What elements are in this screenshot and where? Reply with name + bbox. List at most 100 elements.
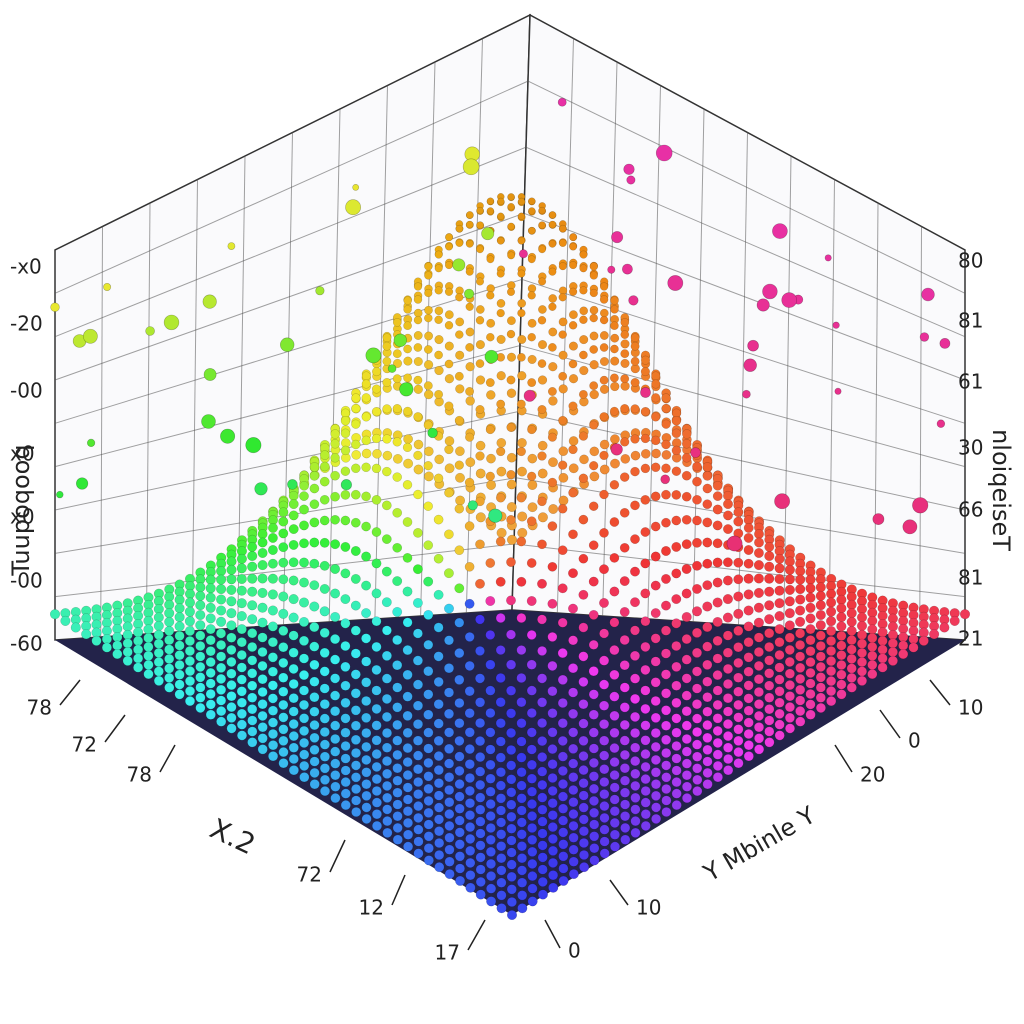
dot bbox=[610, 356, 620, 366]
dot bbox=[330, 564, 341, 574]
dot bbox=[537, 512, 548, 523]
dot bbox=[288, 575, 299, 586]
dot bbox=[867, 669, 878, 680]
dot bbox=[412, 735, 424, 746]
dot bbox=[548, 211, 557, 219]
dot bbox=[340, 713, 351, 724]
dot bbox=[516, 817, 527, 828]
dot bbox=[465, 857, 476, 868]
dot bbox=[599, 343, 609, 352]
dot bbox=[826, 625, 837, 637]
dot bbox=[527, 871, 538, 882]
dot bbox=[599, 375, 609, 385]
dot bbox=[578, 790, 589, 801]
dot bbox=[516, 536, 527, 547]
dot bbox=[247, 586, 258, 597]
dot bbox=[371, 761, 382, 772]
dot bbox=[507, 202, 515, 211]
floating-dot bbox=[939, 337, 951, 349]
dot bbox=[122, 646, 133, 658]
dot bbox=[547, 708, 558, 719]
dot bbox=[465, 845, 476, 856]
dot bbox=[268, 751, 279, 762]
dot bbox=[537, 766, 548, 777]
dot bbox=[640, 616, 651, 627]
floating-dot bbox=[56, 490, 64, 499]
dot bbox=[568, 727, 579, 738]
dot bbox=[153, 647, 164, 658]
dot bbox=[299, 737, 310, 748]
dot bbox=[454, 504, 465, 514]
dot bbox=[538, 277, 547, 286]
dot bbox=[413, 343, 423, 352]
dot bbox=[805, 635, 816, 646]
floating-dot bbox=[912, 497, 929, 514]
dot bbox=[547, 727, 558, 738]
dot bbox=[485, 558, 496, 568]
dot bbox=[330, 634, 341, 645]
dot bbox=[278, 657, 289, 668]
dot bbox=[764, 586, 775, 597]
dot bbox=[361, 754, 372, 765]
dot bbox=[753, 686, 764, 698]
dot bbox=[361, 435, 371, 446]
dot bbox=[60, 615, 71, 626]
dot bbox=[661, 546, 671, 556]
dot bbox=[278, 625, 289, 636]
dot bbox=[350, 760, 362, 771]
dot bbox=[475, 852, 486, 863]
dot bbox=[568, 772, 579, 783]
dot bbox=[846, 682, 857, 693]
dot bbox=[495, 780, 506, 791]
tick-label: 30 bbox=[958, 436, 983, 460]
dot bbox=[236, 674, 247, 685]
dot bbox=[247, 726, 258, 737]
dot bbox=[309, 732, 320, 743]
dot bbox=[517, 466, 527, 477]
dot bbox=[836, 669, 847, 680]
tick bbox=[609, 879, 629, 906]
dot bbox=[537, 496, 547, 507]
dot bbox=[795, 566, 806, 577]
dot bbox=[548, 343, 557, 352]
dot bbox=[537, 876, 548, 887]
dot bbox=[681, 439, 692, 449]
dot bbox=[620, 330, 630, 339]
dot bbox=[723, 765, 734, 776]
dot bbox=[630, 566, 640, 577]
axis-ticks: -x0-20-00x0x0-00-60808161306681217872787… bbox=[10, 249, 983, 965]
dot bbox=[278, 542, 289, 553]
dot bbox=[682, 429, 692, 439]
dot bbox=[620, 349, 630, 359]
dot bbox=[412, 597, 423, 608]
dot bbox=[216, 651, 227, 662]
dot bbox=[413, 331, 423, 340]
dot bbox=[319, 627, 330, 638]
dot bbox=[413, 464, 424, 475]
dot bbox=[403, 305, 412, 314]
dot bbox=[867, 615, 878, 626]
dot bbox=[568, 436, 579, 446]
dot bbox=[578, 676, 589, 687]
dot bbox=[548, 267, 557, 276]
floating-dot bbox=[287, 479, 298, 490]
dot bbox=[351, 419, 361, 429]
dot bbox=[382, 804, 393, 815]
floating-dot bbox=[660, 474, 671, 485]
tick bbox=[104, 714, 126, 743]
dot bbox=[805, 646, 816, 657]
dot bbox=[402, 710, 413, 721]
dot bbox=[412, 700, 424, 711]
dot bbox=[887, 655, 898, 666]
dot bbox=[101, 642, 112, 653]
dot bbox=[826, 588, 837, 599]
dot bbox=[49, 609, 61, 620]
dot bbox=[143, 669, 154, 680]
dot bbox=[620, 358, 630, 368]
dot bbox=[753, 602, 764, 613]
dot bbox=[547, 785, 558, 796]
dot bbox=[350, 546, 361, 556]
dot bbox=[702, 744, 713, 755]
dot bbox=[712, 616, 723, 628]
dot bbox=[216, 684, 227, 695]
